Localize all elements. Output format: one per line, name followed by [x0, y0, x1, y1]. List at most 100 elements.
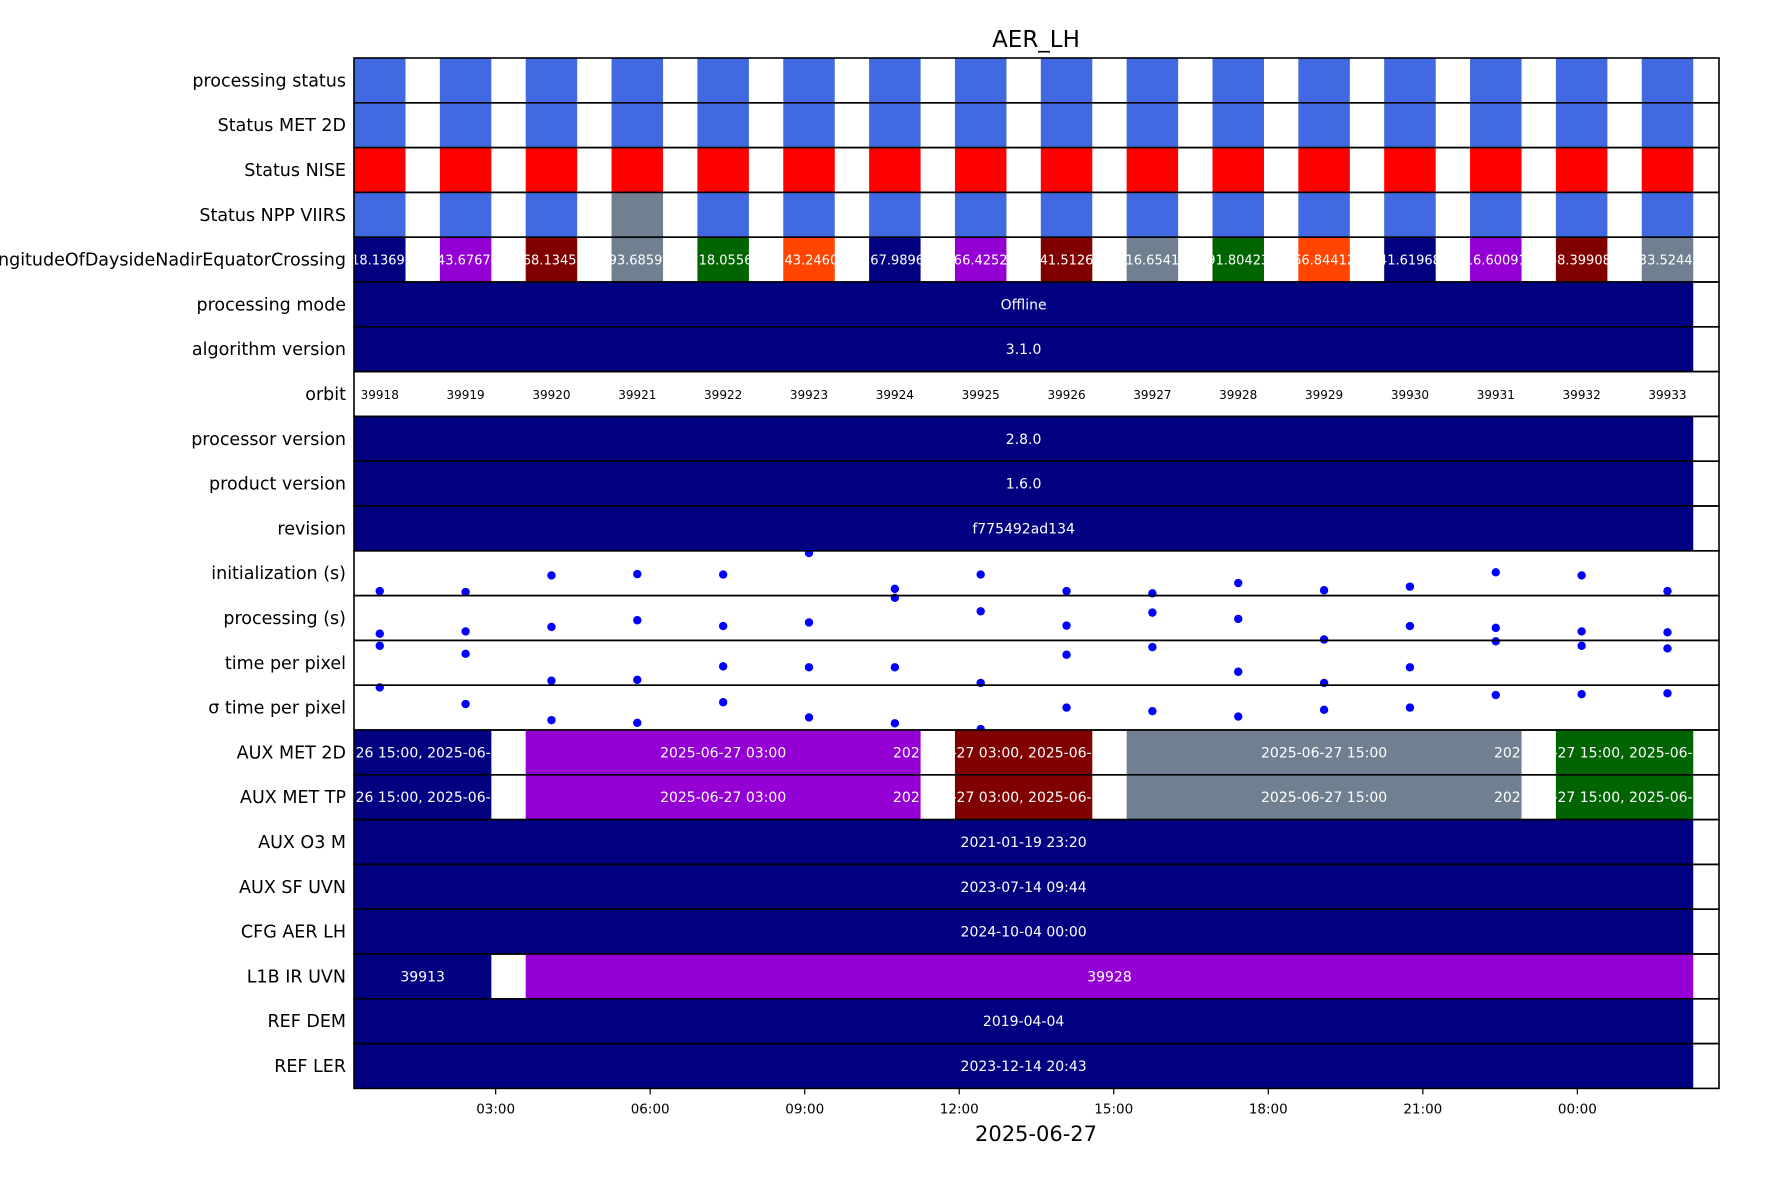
data-point [976, 607, 985, 616]
bar-segment [354, 461, 1694, 506]
segment-label: 2025-06-27 03:00, 2025-06-27 15:00 [893, 745, 1154, 761]
data-point [461, 587, 470, 597]
bar-segment [1555, 102, 1608, 148]
bar-segment [869, 58, 921, 103]
bar-segment [1641, 192, 1694, 238]
bar-segment [354, 58, 406, 103]
row-19: 2024-10-04 00:00 CFG AER LH [241, 908, 1720, 955]
bar-segment [1212, 147, 1264, 193]
bar-segment [354, 506, 1694, 551]
segment-label: 2021-01-19 23:20 [961, 835, 1087, 851]
bar-segment [1384, 102, 1436, 148]
bar-segment [783, 147, 835, 193]
data-point [375, 629, 384, 638]
row-13: time per pixel [225, 637, 1720, 688]
data-point [1319, 635, 1329, 644]
bar-segment [954, 192, 1007, 238]
segment-label: 1.6.0 [1006, 477, 1042, 493]
chart-title: AER_LH [992, 27, 1080, 53]
bar-segment [439, 237, 492, 282]
segment-label: -18.13696 [346, 254, 413, 269]
bar-segment [354, 954, 492, 999]
bar-segment [525, 954, 1694, 999]
bar-segment [1555, 192, 1608, 238]
data-point [1319, 705, 1329, 715]
bar-segment [1126, 102, 1179, 148]
bar-segment [869, 102, 921, 148]
row-label: AUX MET 2D [237, 743, 346, 763]
data-point [718, 570, 728, 579]
segment-label: 2024-10-04 00:00 [961, 925, 1087, 941]
segment-label: 2023-07-14 09:44 [961, 880, 1087, 896]
bar-segment [954, 237, 1007, 282]
row-14: σ time per pixel [208, 683, 1720, 734]
bar-segment [525, 774, 921, 820]
bar-segment [1040, 192, 1093, 238]
data-point [1234, 614, 1243, 624]
bar-segment [697, 237, 749, 282]
segment-label: 16.60091 [1465, 254, 1527, 269]
data-point [1577, 689, 1586, 699]
segment-label: 2025-06-27 15:00 [1261, 745, 1387, 761]
bar-segment [1641, 58, 1694, 103]
data-point [1062, 703, 1071, 712]
bar-segment [1470, 192, 1522, 238]
data-point [1663, 689, 1672, 698]
data-point [375, 586, 384, 596]
data-point [461, 699, 470, 709]
x-tick-label: 09:00 [785, 1101, 824, 1117]
bar-segment [1384, 147, 1436, 193]
bar-segment [1040, 58, 1093, 103]
bar-segment [697, 102, 749, 148]
bar-segment [439, 58, 492, 103]
x-axis-label: 2025-06-27 [975, 1122, 1097, 1146]
data-point [1491, 690, 1500, 700]
row-label: processing mode [196, 295, 346, 315]
x-tick-label: 03:00 [476, 1101, 515, 1117]
row-label: L1B IR UVN [247, 967, 346, 987]
bar-segment [354, 192, 406, 238]
bar-segment [1126, 192, 1179, 238]
bar-segment [611, 58, 664, 103]
row-label: revision [277, 519, 346, 539]
row-9: 1.6.0 product version [209, 460, 1720, 507]
segment-label: 2025-06-27 03:00 [660, 790, 786, 806]
segment-label: Offline [1001, 297, 1047, 313]
row-5: Offline processing mode [196, 281, 1720, 328]
segment-label: 2019-04-04 [983, 1014, 1064, 1030]
bar-segment [439, 192, 492, 238]
bar-segment [1470, 58, 1522, 103]
x-tick-label: 06:00 [631, 1101, 670, 1117]
data-point [976, 570, 985, 579]
data-point [804, 618, 814, 627]
segment-label: 2023-12-14 20:43 [961, 1059, 1087, 1075]
bar-segment [525, 58, 578, 103]
data-point [890, 663, 900, 672]
bar-segment [354, 237, 406, 282]
data-point [1319, 586, 1329, 595]
row-label: processing status [192, 71, 346, 91]
row-18: 2023-07-14 09:44 AUX SF UVN [239, 863, 1720, 911]
segment-label: 41.61968 [1379, 254, 1441, 269]
bar-segment [525, 147, 578, 193]
segment-label: 2025-06-27 03:00 [660, 745, 786, 761]
data-point [1405, 582, 1415, 591]
bar-segment [354, 998, 1694, 1044]
orbit-label: 39920 [532, 388, 570, 402]
data-point [547, 571, 556, 580]
bar-segment [1298, 102, 1350, 148]
bar-segment [697, 58, 749, 103]
data-point [890, 584, 900, 594]
bar-segment [1126, 237, 1179, 282]
data-point [1234, 712, 1243, 721]
data-point [804, 663, 814, 672]
data-point [1148, 642, 1157, 652]
bar-segment [439, 102, 492, 148]
row-3: Status NPP VIIRS [199, 191, 1720, 238]
bar-segment [1212, 58, 1264, 103]
bar-segment [354, 282, 1694, 327]
data-point [1062, 621, 1071, 630]
segment-label: 2025-06-27 03:00, 2025-06-27 15:00 [893, 790, 1154, 806]
row-22: 2023-12-14 20:43 REF LER [274, 1042, 1720, 1090]
bar-segment [354, 102, 406, 148]
